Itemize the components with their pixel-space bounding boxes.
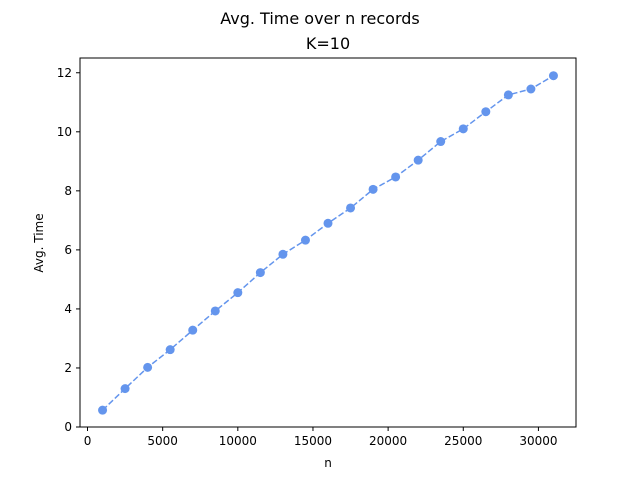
data-point-20 bbox=[548, 71, 558, 81]
data-point-16 bbox=[458, 124, 468, 134]
data-point-17 bbox=[481, 107, 491, 117]
x-tick-label-2: 10000 bbox=[219, 434, 257, 448]
data-point-3 bbox=[165, 345, 175, 355]
y-tick-label-6: 12 bbox=[57, 66, 72, 80]
x-tick-label-6: 30000 bbox=[519, 434, 557, 448]
data-point-18 bbox=[503, 90, 513, 100]
y-tick-label-1: 2 bbox=[64, 361, 72, 375]
data-point-5 bbox=[210, 306, 220, 316]
y-axis-label: Avg. Time bbox=[32, 213, 46, 272]
data-point-10 bbox=[323, 218, 333, 228]
x-tick-label-3: 15000 bbox=[294, 434, 332, 448]
x-tick-label-5: 25000 bbox=[444, 434, 482, 448]
y-tick-label-4: 8 bbox=[64, 184, 72, 198]
x-tick-label-1: 5000 bbox=[147, 434, 178, 448]
y-tick-label-5: 10 bbox=[57, 125, 72, 139]
data-point-13 bbox=[391, 172, 401, 182]
data-point-12 bbox=[368, 184, 378, 194]
data-point-2 bbox=[143, 362, 153, 372]
data-point-1 bbox=[120, 384, 130, 394]
data-point-19 bbox=[526, 84, 536, 94]
chart-title: Avg. Time over n records bbox=[220, 9, 419, 28]
data-point-15 bbox=[436, 137, 446, 147]
axes-frame bbox=[79, 57, 577, 428]
y-tick-label-3: 6 bbox=[64, 243, 72, 257]
x-tick-label-0: 0 bbox=[84, 434, 92, 448]
x-tick-label-4: 20000 bbox=[369, 434, 407, 448]
x-axis-label: n bbox=[324, 456, 332, 470]
data-point-14 bbox=[413, 155, 423, 165]
data-point-11 bbox=[346, 203, 356, 213]
data-point-7 bbox=[255, 268, 265, 278]
series-line-0 bbox=[102, 75, 554, 411]
data-point-6 bbox=[233, 288, 243, 298]
y-tick-label-2: 4 bbox=[64, 302, 72, 316]
data-point-8 bbox=[278, 249, 288, 259]
data-point-0 bbox=[98, 405, 108, 415]
plot-area: 0 5000 10000 15000 20000 25000 30000 0 2 4 6 8 10 12 bbox=[57, 57, 577, 448]
y-tick-label-0: 0 bbox=[64, 420, 72, 434]
data-point-9 bbox=[300, 235, 310, 245]
data-point-4 bbox=[188, 325, 198, 335]
chart-subtitle: K=10 bbox=[306, 34, 350, 53]
